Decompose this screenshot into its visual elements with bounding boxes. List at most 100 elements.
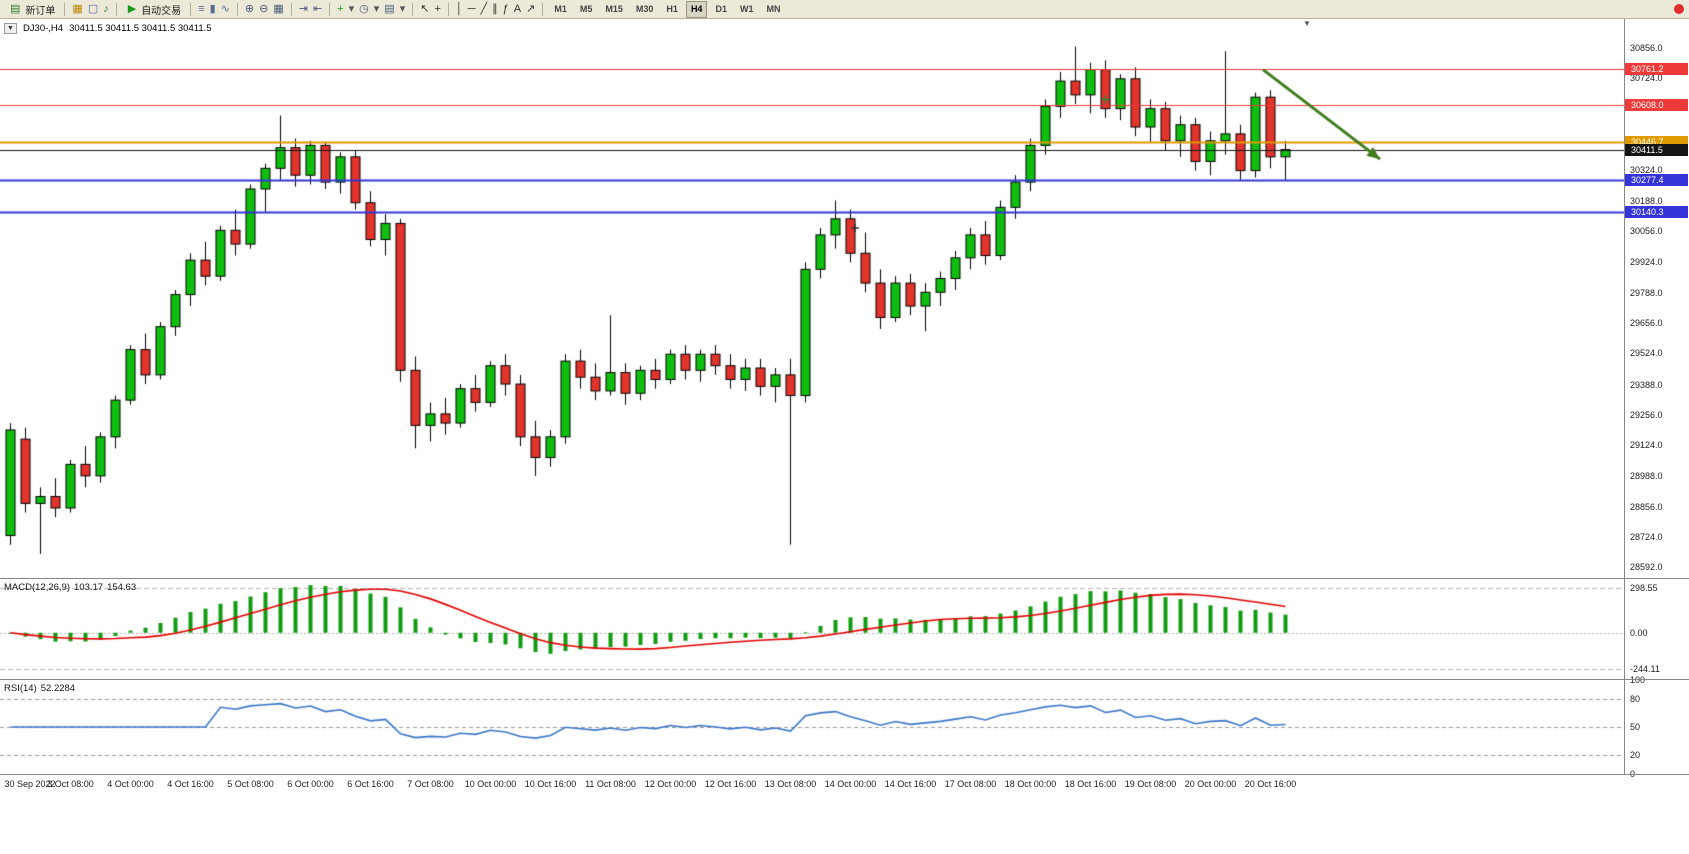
time-axis-label: 3 Oct 08:00 [47,779,94,789]
timeframe-h4-button[interactable]: H4 [685,0,708,18]
price-axis-label: 30056.0 [1630,226,1663,237]
time-axis-label: 14 Oct 16:00 [884,779,937,789]
symbol-period-label: DJ30-,H4 [22,23,64,34]
bar-chart-icon[interactable]: ≡ [198,3,205,15]
price-level-label: 30608.0 [1625,98,1688,111]
toolbar-separator [236,2,238,16]
price-axis-label: 29924.0 [1630,256,1663,267]
price-level-label: 30761.2 [1625,63,1688,76]
trendline-icon[interactable]: ╱ [480,3,488,15]
price-axis-label: 29388.0 [1630,379,1663,390]
chart-ohlc-readout: ▼ DJ30-,H4 30411.5 30411.5 30411.5 30411… [4,23,212,34]
line-chart-icon[interactable]: ∿ [220,3,230,15]
time-axis-label: 30 Sep 2022 [4,779,56,789]
current-price-label: 30411.5 [1625,143,1688,156]
chart-window-icon[interactable]: ▦ [72,3,83,15]
time-axis-label: 10 Oct 00:00 [464,779,517,789]
price-axis-label: 30724.0 [1630,72,1663,83]
template-dropdown-icon[interactable]: ▾ [399,3,406,15]
price-axis-label: 29124.0 [1630,440,1663,451]
price-level-label: 30140.3 [1625,205,1688,218]
arrow-tool-icon[interactable]: ↗ [526,3,536,15]
time-axis-label: 13 Oct 08:00 [764,779,817,789]
time-axis-label: 10 Oct 16:00 [524,779,577,789]
auto-scroll-icon[interactable]: ⇥ [298,3,308,15]
toolbar-separator [447,2,449,16]
zoom-out-icon[interactable]: ⊖ [259,3,269,15]
toolbar-separator [190,2,192,16]
time-axis-label: 18 Oct 16:00 [1064,779,1117,789]
time-axis-label: 17 Oct 08:00 [944,779,997,789]
toolbar-separator [412,2,414,16]
time-axis-label: 20 Oct 16:00 [1244,779,1297,789]
toolbar-separator [329,2,331,16]
toolbar-separator [64,2,66,16]
text-icon[interactable]: A [513,3,522,15]
time-axis-label: 6 Oct 00:00 [287,779,334,789]
rsi-axis-label: 50 [1630,722,1641,732]
timeframe-d1-button[interactable]: D1 [715,3,727,14]
time-axis-label: 20 Oct 00:00 [1184,779,1237,789]
period-dropdown-icon[interactable]: ▾ [373,3,380,15]
price-axis-label: 29656.0 [1630,318,1663,329]
play-icon: ▶ [127,3,137,15]
timeframe-w1-button[interactable]: W1 [739,3,754,14]
new-order-button[interactable]: ▤ 新订单 [4,1,59,17]
panel-separator[interactable] [0,578,1689,579]
panel-separator[interactable] [0,774,1689,775]
tile-windows-icon[interactable]: ▦ [273,3,284,15]
timeframe-m1-button[interactable]: M1 [554,3,567,14]
sound-icon[interactable]: ♪ [103,3,109,15]
template-icon[interactable]: ▤ [384,3,395,15]
macd-panel-canvas[interactable] [0,579,1624,679]
rsi-panel-canvas[interactable] [0,680,1624,774]
timeframe-m30-button[interactable]: M30 [635,3,654,14]
profiles-icon[interactable]: ▢ [87,3,99,15]
indicators-icon[interactable]: + [337,3,344,15]
time-axis-label: 12 Oct 16:00 [704,779,757,789]
timeframe-m5-button[interactable]: M5 [579,3,593,14]
rsi-indicator-label: RSI(14) 52.2284 [4,683,79,694]
candlestick-chart-icon[interactable]: ▮ [209,3,216,15]
time-axis-label: 14 Oct 00:00 [824,779,877,789]
price-axis-label: 30324.0 [1630,164,1663,175]
vertical-line-icon[interactable]: │ [455,3,463,15]
timeframe-h1-button[interactable]: H1 [666,3,678,14]
time-axis-label: 6 Oct 16:00 [347,779,394,789]
panel-separator[interactable] [0,679,1689,680]
main-chart-canvas[interactable] [0,18,1624,578]
time-axis[interactable]: 30 Sep 2022 3 Oct 08:00 4 Oct 00:00 4 Oct 1… [0,775,1689,799]
cursor-icon[interactable]: ↖ [420,3,430,15]
chart-shift-marker-icon[interactable]: ▼ [1303,19,1311,28]
horizontal-line-icon[interactable]: ─ [467,3,476,15]
collapse-toggle-icon[interactable]: ▼ [4,23,17,34]
price-axis-label: 30856.0 [1630,42,1663,53]
auto-trading-button-label: 自动交易 [141,5,182,17]
time-axis-label: 19 Oct 08:00 [1124,779,1177,789]
zoom-in-icon[interactable]: ⊕ [244,3,255,15]
ohlc-values: 30411.5 30411.5 30411.5 30411.5 [69,23,212,34]
price-axis[interactable]: 30856.0 30724.0 30324.0 30188.0 30056.0 29924… [1624,18,1689,779]
auto-trading-button[interactable]: ▶ 自动交易 [122,1,185,17]
timeframe-m15-button[interactable]: M15 [605,3,623,14]
chart-region: ▼ DJ30-,H4 30411.5 30411.5 30411.5 30411… [0,18,1689,854]
crosshair-icon[interactable]: + [434,3,441,15]
price-axis-label: 28724.0 [1630,531,1663,542]
rsi-name: RSI(14) [4,683,37,694]
macd-axis-label: -244.11 [1630,664,1660,675]
price-axis-label: 28988.0 [1630,471,1663,482]
macd-signal-value: 154.63 [107,582,137,593]
indicators-dropdown-icon[interactable]: ▾ [348,3,355,15]
new-order-button-label: 新订单 [25,5,56,17]
period-icon[interactable]: ◷ [359,3,369,15]
macd-axis-label: 298.55 [1630,583,1658,594]
price-level-label: 30277.4 [1625,174,1688,187]
timeframe-mn-button[interactable]: MN [766,3,781,14]
chart-shift-icon[interactable]: ⇤ [312,3,323,15]
time-axis-label: 5 Oct 08:00 [227,779,274,789]
equidistant-channel-icon[interactable]: ∥ [492,3,498,15]
fibonacci-icon[interactable]: ƒ [502,3,509,15]
rsi-axis-label: 100 [1630,675,1646,685]
rsi-axis-label: 20 [1630,750,1641,761]
